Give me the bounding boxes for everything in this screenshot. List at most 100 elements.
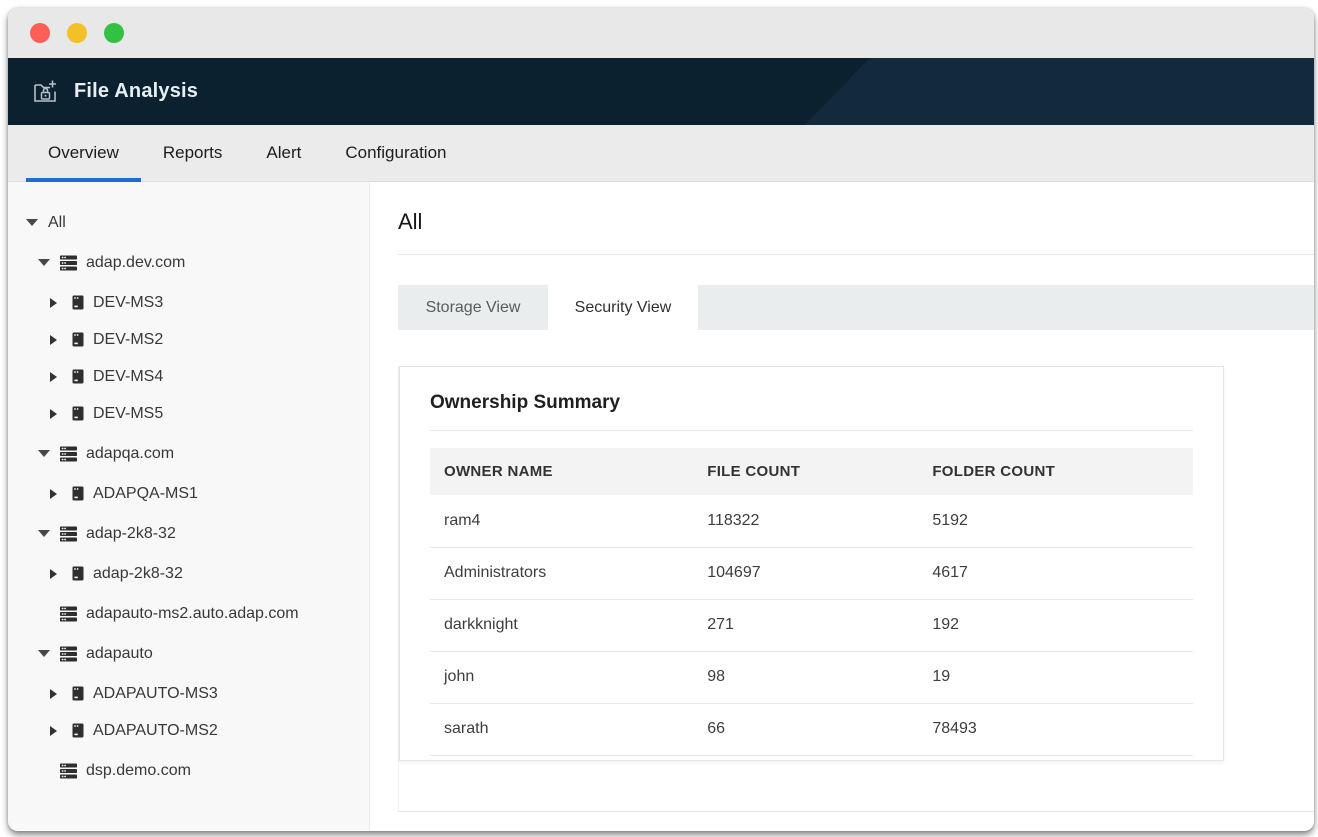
file-count-cell: 118322 xyxy=(693,495,919,548)
domain-server-stack-icon xyxy=(60,446,77,462)
tree-item-host[interactable]: ADAPAUTO-MS3 xyxy=(8,675,369,712)
caret-down-icon[interactable] xyxy=(38,450,52,457)
tree-item-host[interactable]: ADAPQA-MS1 xyxy=(8,475,369,512)
page-title: All xyxy=(398,209,423,234)
host-server-icon xyxy=(72,686,84,701)
folder-count-cell: 4617 xyxy=(918,547,1193,600)
title-divider xyxy=(398,254,1314,255)
app-header: File Analysis xyxy=(8,58,1314,125)
tree-item-domain[interactable]: dsp.demo.com xyxy=(8,752,369,789)
caret-right-icon[interactable] xyxy=(50,297,64,308)
table-row: ram4 118322 5192 xyxy=(430,495,1193,548)
caret-down-icon[interactable] xyxy=(38,530,52,537)
close-button[interactable] xyxy=(30,23,50,43)
host-server-icon xyxy=(72,332,84,347)
caret-right-icon[interactable] xyxy=(50,725,64,736)
window-titlebar xyxy=(8,8,1314,58)
owner-name-cell: john xyxy=(430,651,694,704)
table-row: Administrators 104697 4617 xyxy=(430,547,1193,600)
host-server-icon xyxy=(72,723,84,738)
owner-name-cell: sarath xyxy=(430,703,694,756)
tree-item-label: adapauto-ms2.auto.adap.com xyxy=(86,604,299,622)
ownership-summary-card: Ownership Summary OWNER NAME FILE COUNT … xyxy=(399,366,1224,761)
host-server-icon xyxy=(72,566,84,581)
tree-item-domain[interactable]: adap.dev.com xyxy=(8,244,369,281)
tab-storage-view[interactable]: Storage View xyxy=(425,298,521,316)
host-server-icon xyxy=(72,406,84,421)
table-header-row: OWNER NAME FILE COUNT FOLDER COUNT xyxy=(430,448,1193,495)
tree-item-host[interactable]: DEV-MS5 xyxy=(8,395,369,432)
tree-item-label: adapauto xyxy=(86,644,153,662)
tab-alert[interactable]: Alert xyxy=(266,143,302,162)
tree-item-domain[interactable]: adapauto-ms2.auto.adap.com xyxy=(8,595,369,632)
domain-server-stack-icon xyxy=(60,606,77,622)
ownership-table: OWNER NAME FILE COUNT FOLDER COUNT ram4 … xyxy=(430,448,1193,756)
tree-item-label: DEV-MS5 xyxy=(93,404,164,422)
domain-server-stack-icon xyxy=(60,646,77,662)
tree-item-label: adap-2k8-32 xyxy=(93,564,183,582)
file-count-cell: 98 xyxy=(693,651,919,704)
tree-item-label: DEV-MS4 xyxy=(93,367,164,385)
caret-right-icon[interactable] xyxy=(50,334,64,345)
minimize-button[interactable] xyxy=(67,23,87,43)
column-file-count: FILE COUNT xyxy=(707,463,801,480)
caret-right-icon[interactable] xyxy=(50,371,64,382)
domain-server-stack-icon xyxy=(60,763,77,779)
caret-right-icon[interactable] xyxy=(50,408,64,419)
caret-right-icon[interactable] xyxy=(50,568,64,579)
owner-name-cell: Administrators xyxy=(430,547,694,600)
file-count-cell: 66 xyxy=(693,703,919,756)
card-title: Ownership Summary xyxy=(430,392,621,413)
tree-item-label: All xyxy=(48,213,66,231)
tab-overview[interactable]: Overview xyxy=(26,125,141,182)
tree-item-domain[interactable]: adapauto xyxy=(8,635,369,672)
caret-down-icon[interactable] xyxy=(26,219,40,226)
folder-count-cell: 78493 xyxy=(918,703,1193,756)
tree-item-label: ADAPAUTO-MS2 xyxy=(93,721,218,739)
tree-item-host[interactable]: DEV-MS2 xyxy=(8,321,369,358)
tree-item-label: DEV-MS3 xyxy=(93,293,164,311)
tab-configuration[interactable]: Configuration xyxy=(345,143,447,162)
caret-right-icon[interactable] xyxy=(50,488,64,499)
file-count-cell: 104697 xyxy=(693,547,919,600)
tree-item-host[interactable]: ADAPAUTO-MS2 xyxy=(8,712,369,749)
caret-down-icon[interactable] xyxy=(38,259,52,266)
security-view-panel: Ownership Summary OWNER NAME FILE COUNT … xyxy=(398,366,1314,812)
zoom-button[interactable] xyxy=(104,23,124,43)
tree-item-label: adap-2k8-32 xyxy=(86,524,176,542)
card-divider xyxy=(430,430,1193,431)
header-accent-shape xyxy=(804,58,1314,125)
tree-item-label: ADAPAUTO-MS3 xyxy=(93,684,218,702)
folder-count-cell: 192 xyxy=(918,599,1193,652)
folder-count-cell: 19 xyxy=(918,651,1193,704)
tree-item-label: adap.dev.com xyxy=(86,253,186,271)
host-server-icon xyxy=(72,486,84,501)
tree-item-host[interactable]: DEV-MS3 xyxy=(8,284,369,321)
tree-item-domain[interactable]: adapqa.com xyxy=(8,435,369,472)
domain-server-stack-icon xyxy=(60,526,77,542)
tree-item-host[interactable]: adap-2k8-32 xyxy=(8,555,369,592)
tree-item-label: DEV-MS2 xyxy=(93,330,164,348)
tree-item-label: dsp.demo.com xyxy=(86,761,191,779)
tab-security-view[interactable]: Security View xyxy=(548,285,698,330)
table-row: darkknight 271 192 xyxy=(430,599,1193,652)
caret-down-icon[interactable] xyxy=(38,650,52,657)
caret-right-icon[interactable] xyxy=(50,688,64,699)
tree-item-label: ADAPQA-MS1 xyxy=(93,484,198,502)
tree-item-host[interactable]: DEV-MS4 xyxy=(8,358,369,395)
sidebar-tree: All adap.dev.com DEV-MS3 xyxy=(8,182,370,830)
tree-item-domain[interactable]: adap-2k8-32 xyxy=(8,515,369,552)
table-row: john 98 19 xyxy=(430,651,1193,704)
host-server-icon xyxy=(72,369,84,384)
main-content: All Storage View Security View Ownership… xyxy=(370,182,1314,830)
domain-server-stack-icon xyxy=(60,255,77,271)
tab-reports[interactable]: Reports xyxy=(162,143,223,162)
owner-name-cell: darkknight xyxy=(430,599,694,652)
folder-lock-plus-icon xyxy=(34,80,56,102)
owner-name-cell: ram4 xyxy=(430,495,694,548)
folder-count-cell: 5192 xyxy=(918,495,1193,548)
host-server-icon xyxy=(72,295,84,310)
column-owner-name: OWNER NAME xyxy=(444,463,553,480)
app-title: File Analysis xyxy=(74,80,199,102)
tree-item-all[interactable]: All xyxy=(8,204,369,241)
